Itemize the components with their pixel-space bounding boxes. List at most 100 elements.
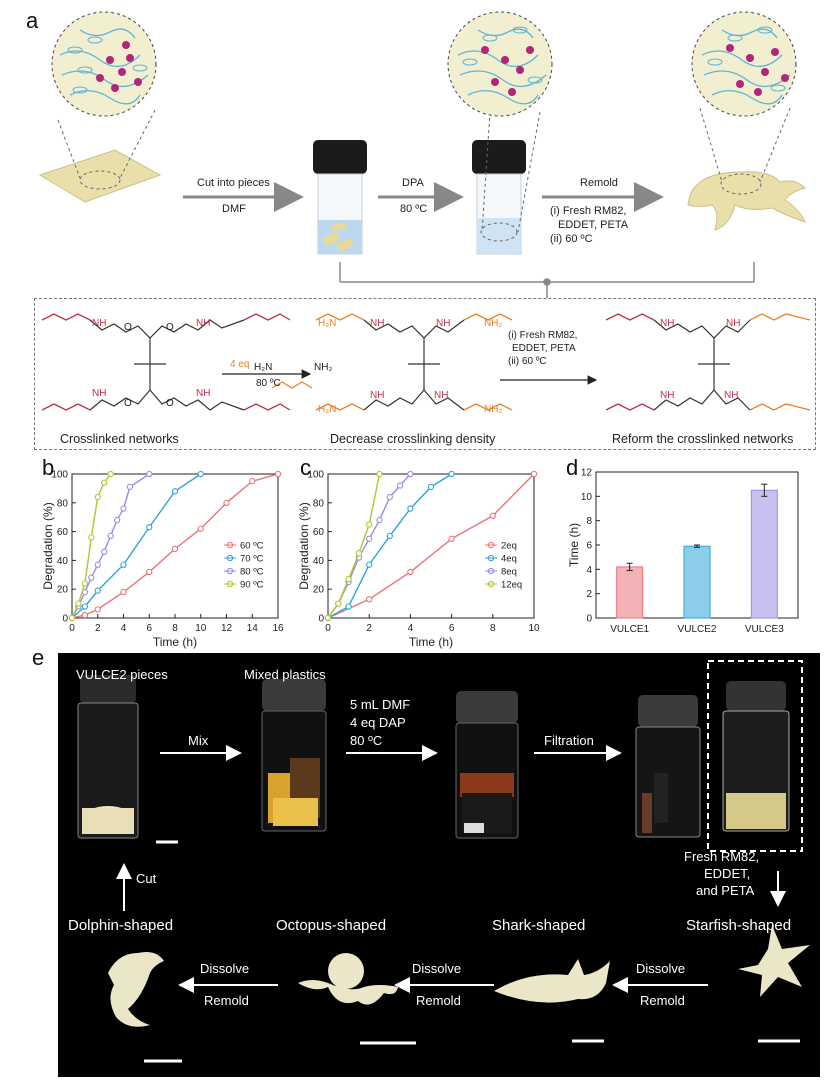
label-shark: Shark-shaped xyxy=(492,917,586,934)
photo-vial-dissolving xyxy=(455,691,519,839)
legend-label: 60 ºC xyxy=(240,541,264,552)
diamine-nh2: NH₂ xyxy=(314,362,333,373)
x-tick-label: 8 xyxy=(490,623,496,634)
diamine-chain xyxy=(271,381,313,389)
data-point xyxy=(171,545,179,553)
y-tick-label: 0 xyxy=(586,614,592,625)
film-icon xyxy=(38,149,162,203)
label-fresh-2: EDDET, xyxy=(704,866,751,881)
structure-reformed xyxy=(605,313,811,411)
nh-label-4: NH xyxy=(196,388,211,399)
step3-line2: EDDET, PETA xyxy=(558,219,629,231)
label-cond-2: 4 eq DAP xyxy=(350,715,406,730)
h2n-label-2: H₂N xyxy=(318,404,337,415)
x-tick-label: 10 xyxy=(528,623,540,634)
data-point xyxy=(88,534,95,541)
label-cond-1: 5 mL DMF xyxy=(350,697,411,712)
x-tick-label: 6 xyxy=(146,623,152,634)
caption-crosslinked: Crosslinked networks xyxy=(60,432,179,446)
x-tick-label: 4 xyxy=(408,623,414,634)
y-tick-label: 100 xyxy=(307,470,324,481)
data-point xyxy=(366,561,373,568)
arrow2-line3: (ii) 60 ºC xyxy=(508,356,547,367)
y-axis-label: Degradation (%) xyxy=(41,502,55,589)
category-label: VULCE2 xyxy=(678,624,717,635)
data-point xyxy=(345,603,352,610)
data-point xyxy=(68,614,76,622)
data-point xyxy=(120,588,127,596)
data-point xyxy=(94,561,101,568)
chemistry-box xyxy=(34,298,816,450)
label-dolphin: Dolphin-shaped xyxy=(68,917,174,934)
data-point xyxy=(113,516,121,524)
data-point xyxy=(81,603,89,610)
y-tick-label: 40 xyxy=(57,556,69,567)
data-point xyxy=(274,470,282,478)
nh-label-9: NH xyxy=(660,318,675,329)
y-tick-label: 2 xyxy=(586,589,592,600)
x-tick-label: 2 xyxy=(366,623,372,634)
arrow2-line1: (i) Fresh RM82, xyxy=(508,330,578,341)
nh2-label-1: NH₂ xyxy=(484,318,503,329)
series-line xyxy=(71,473,112,619)
y-tick-label: 20 xyxy=(313,585,325,596)
chart-b: 0 2 4 6 8 10 12 14 16 0 20 40 60 80 100 Time (h) Degrada… xyxy=(41,470,284,650)
label-remold-2: Remold xyxy=(416,993,461,1008)
diamine-h2n: H₂N xyxy=(254,362,273,373)
legend-label: 12eq xyxy=(501,580,522,591)
label-dissolve-2: Dissolve xyxy=(412,961,462,976)
data-point xyxy=(448,535,455,542)
x-tick-label: 12 xyxy=(221,623,233,634)
data-point xyxy=(94,493,101,501)
label-remold-3: Remold xyxy=(204,993,249,1008)
data-point xyxy=(88,574,95,581)
label-dissolve-3: Dissolve xyxy=(200,961,250,976)
label-fresh-1: Fresh RM82, xyxy=(684,849,760,864)
data-point xyxy=(120,505,127,512)
y-tick-label: 60 xyxy=(57,527,69,538)
panel-letter-b: b xyxy=(42,455,55,480)
nh-label-8: NH xyxy=(434,390,449,401)
panel-e-graphics xyxy=(77,660,810,1063)
x-tick-label: 16 xyxy=(272,623,284,634)
panel-e-photo: VULCE2 pieces Mixed plastics Mix 5 mL DM… xyxy=(58,653,820,1077)
x-tick-label: 6 xyxy=(449,623,455,634)
x-axis-label: Time (h) xyxy=(153,635,197,649)
y-tick-label: 100 xyxy=(51,470,68,481)
caption-decrease: Decrease crosslinking density xyxy=(330,432,496,446)
label-fresh-3: and PETA xyxy=(696,883,755,898)
dolphin-object xyxy=(108,952,164,1027)
label-filtration: Filtration xyxy=(544,733,594,748)
data-point xyxy=(146,524,153,531)
x-tick-label: 4 xyxy=(121,623,127,634)
photo-vial-filtrate xyxy=(722,681,790,832)
structure-decreased xyxy=(315,313,513,411)
y-tick-label: 80 xyxy=(313,498,325,509)
photo-vial-filtered xyxy=(635,695,701,838)
data-point xyxy=(101,479,108,486)
data-point xyxy=(75,600,82,607)
network-zoom-3 xyxy=(691,11,797,117)
o-label-4: O xyxy=(166,398,174,409)
x-tick-label: 10 xyxy=(195,623,207,634)
data-point xyxy=(376,516,383,524)
y-tick-label: 40 xyxy=(313,556,325,567)
panel-a-scheme xyxy=(38,11,806,298)
connector-bracket xyxy=(339,262,755,298)
data-point xyxy=(249,478,256,485)
data-point xyxy=(120,561,127,568)
step3-line1: (i) Fresh RM82, xyxy=(550,205,627,217)
data-point xyxy=(81,580,89,587)
series-line xyxy=(71,473,279,619)
photo-vial-mixed xyxy=(261,679,327,832)
data-point xyxy=(171,488,179,495)
panel-letter-d: d xyxy=(566,455,579,480)
data-point xyxy=(81,611,89,619)
y-tick-label: 20 xyxy=(57,585,69,596)
bar xyxy=(750,489,778,619)
legend-label: 4eq xyxy=(501,554,517,565)
data-point xyxy=(335,600,342,607)
nh2-label-2: NH₂ xyxy=(484,404,503,415)
data-point xyxy=(223,499,230,506)
legend-label: 8eq xyxy=(501,567,517,578)
